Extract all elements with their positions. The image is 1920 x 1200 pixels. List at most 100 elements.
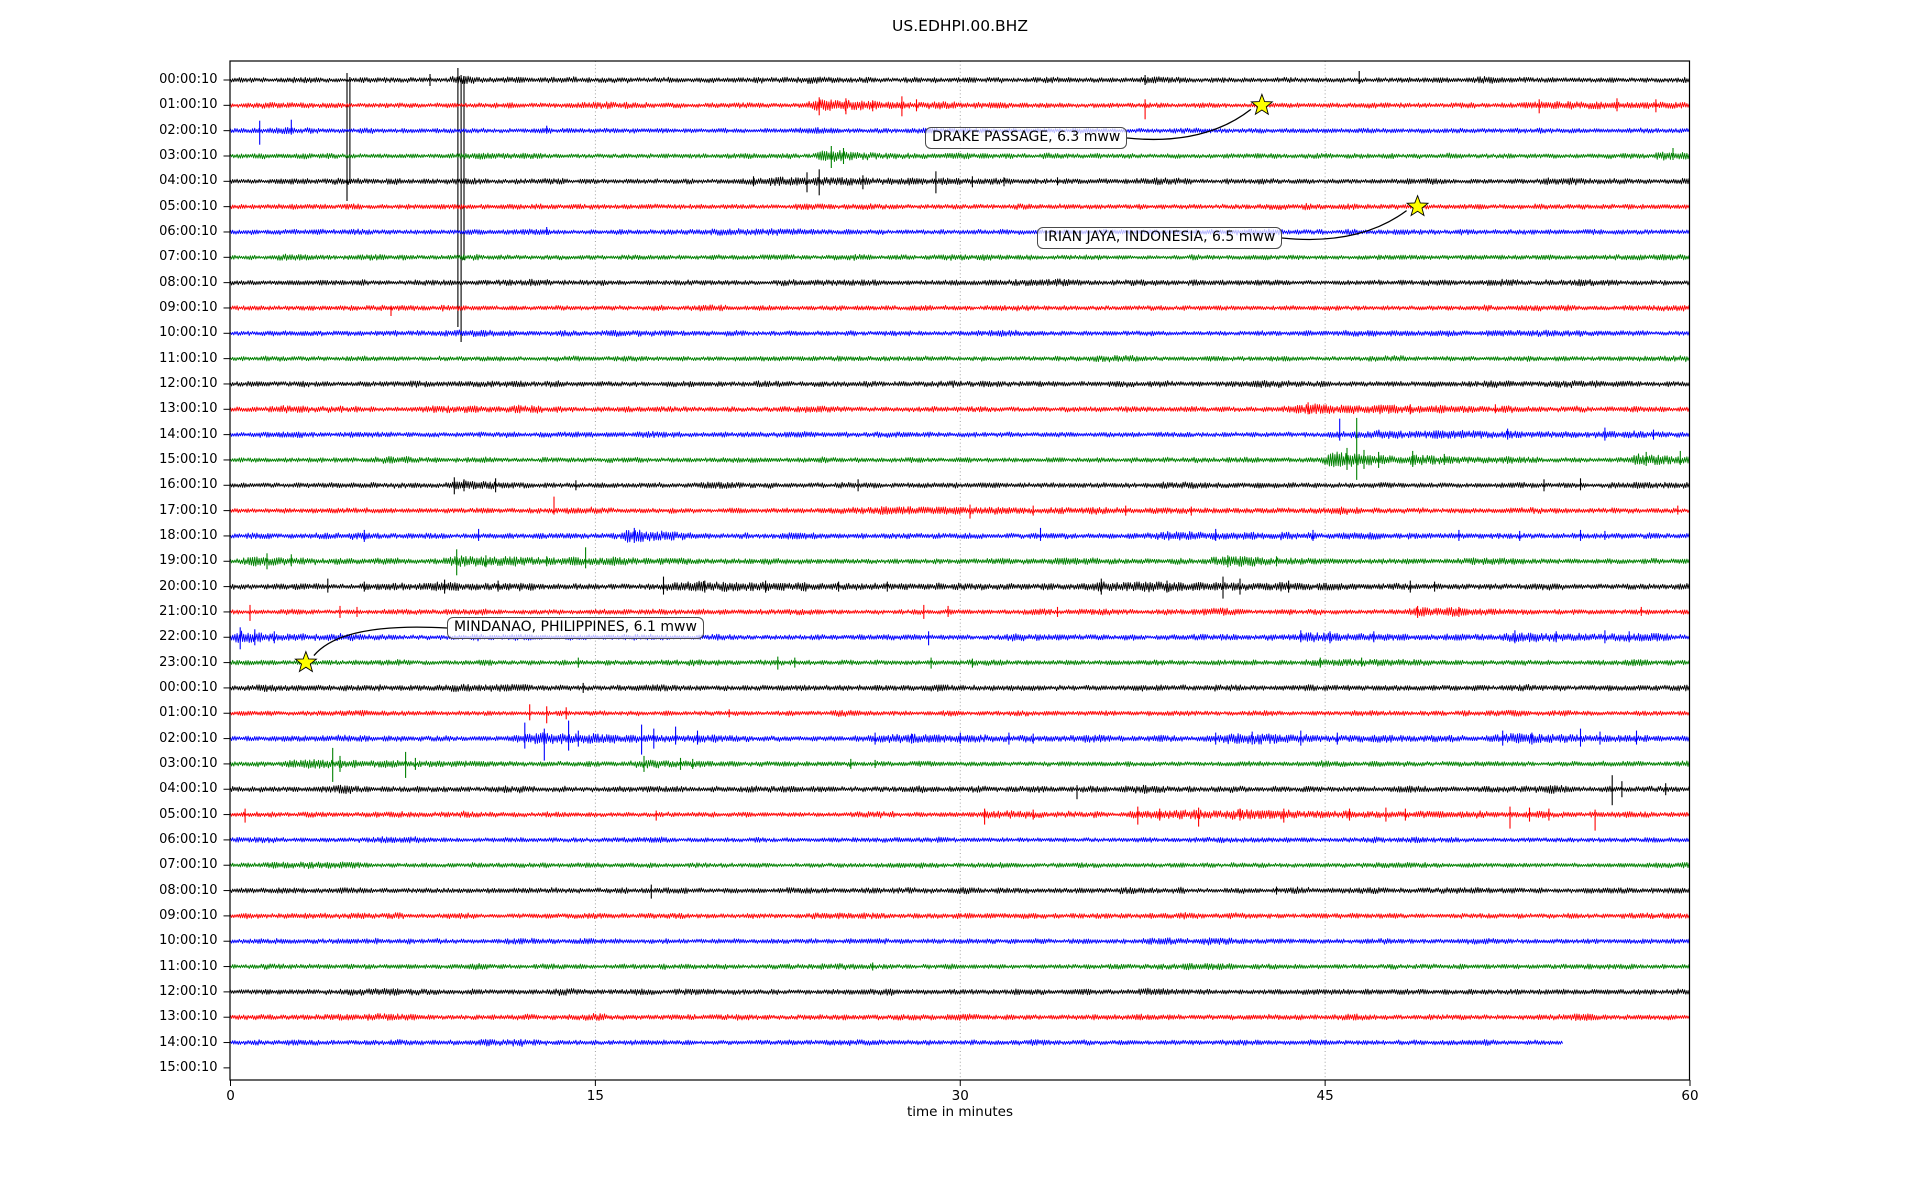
trace-row	[230, 656, 1690, 670]
y-tick-label: 04:00:10	[159, 781, 218, 797]
trace-row	[230, 329, 1690, 338]
y-tick-label: 12:00:10	[159, 983, 218, 999]
trace-row	[230, 987, 1690, 996]
y-tick-label: 10:00:10	[159, 933, 218, 949]
trace-waveform	[230, 1038, 1564, 1047]
trace-row	[230, 1038, 1564, 1047]
y-tick-label: 01:00:10	[159, 97, 218, 113]
trace-row	[230, 402, 1690, 415]
y-tick-label: 00:00:10	[159, 72, 218, 87]
x-tick-label: 60	[1681, 1088, 1699, 1104]
trace-row	[230, 937, 1690, 946]
x-tick-label: 45	[1316, 1088, 1334, 1104]
trace-row	[230, 912, 1690, 920]
trace-row	[230, 775, 1690, 806]
trace-waveform	[230, 1012, 1690, 1022]
trace-waveform	[230, 176, 1690, 186]
trace-row	[230, 747, 1690, 782]
trace-waveform	[230, 658, 1690, 667]
trace-waveform	[230, 380, 1690, 389]
y-tick-label: 13:00:10	[159, 1009, 218, 1025]
x-tick-label: 0	[226, 1088, 235, 1104]
trace-waveform	[230, 758, 1690, 769]
y-tick-label: 11:00:10	[159, 958, 218, 974]
trace-waveform	[230, 253, 1690, 261]
trace-waveform	[230, 429, 1690, 440]
trace-row	[230, 704, 1690, 724]
trace-waveform	[230, 99, 1690, 112]
trace-row	[230, 68, 1690, 342]
y-tick-label: 21:00:10	[159, 603, 218, 619]
y-tick-label: 20:00:10	[159, 578, 218, 594]
trace-row	[230, 604, 1690, 621]
trace-row	[230, 527, 1690, 543]
trace-row	[230, 380, 1690, 389]
y-tick-label: 07:00:10	[159, 857, 218, 873]
trace-row	[230, 682, 1690, 693]
trace-waveform	[230, 403, 1690, 415]
gridlines	[594, 61, 1326, 1080]
trace-row	[230, 496, 1690, 519]
x-axis-label: time in minutes	[906, 1104, 1014, 1120]
trace-waveform	[230, 451, 1690, 468]
trace-row	[230, 304, 1690, 316]
trace-waveform	[230, 784, 1690, 795]
trace-row	[230, 354, 1690, 363]
trace-waveform	[230, 630, 1690, 644]
trace-waveform	[230, 228, 1690, 236]
figure-title: US.EDHPI.00.BHZ	[892, 17, 1028, 35]
event-annotation-box: IRIAN JAYA, INDONESIA, 6.5 mww	[1037, 227, 1283, 249]
y-tick-label: 09:00:10	[159, 299, 218, 315]
trace-waveform	[230, 202, 1690, 211]
trace-row	[230, 884, 1690, 899]
plot-frame	[229, 60, 1691, 1081]
x-tick-label: 30	[951, 1088, 969, 1104]
trace-row	[230, 576, 1690, 599]
trace-waveform	[230, 329, 1690, 338]
y-tick-label: 15:00:10	[159, 1059, 218, 1075]
y-tick-label: 02:00:10	[159, 122, 218, 138]
trace-waveform	[230, 937, 1690, 946]
trace-waveform	[230, 580, 1690, 593]
trace-waveform	[230, 836, 1690, 844]
trace-row	[230, 627, 1690, 650]
y-tick-label: 14:00:10	[159, 1034, 218, 1050]
y-tick-label: 02:00:10	[159, 730, 218, 746]
y-tick-label: 05:00:10	[159, 198, 218, 214]
trace-waveform	[230, 480, 1690, 490]
y-tick-label: 18:00:10	[159, 527, 218, 543]
y-tick-label: 19:00:10	[159, 553, 218, 569]
traces	[230, 68, 1690, 1047]
trace-row	[230, 278, 1690, 287]
trace-row	[230, 169, 1690, 196]
y-tick-label: 15:00:10	[159, 451, 218, 467]
trace-row	[230, 477, 1690, 495]
trace-row	[230, 836, 1690, 844]
trace-row	[230, 253, 1690, 261]
y-tick-label: 08:00:10	[159, 882, 218, 898]
y-tick-label: 06:00:10	[159, 223, 218, 239]
trace-waveform	[230, 150, 1690, 163]
trace-waveform	[230, 886, 1690, 895]
y-tick-label: 12:00:10	[159, 375, 218, 391]
event-connector-line	[1126, 108, 1252, 141]
trace-waveform	[230, 529, 1690, 543]
y-tick-label: 22:00:10	[159, 629, 218, 645]
y-tick-label: 13:00:10	[159, 401, 218, 417]
trace-waveform	[230, 607, 1690, 617]
event-annotation-box: DRAKE PASSAGE, 6.3 mww	[925, 127, 1128, 149]
event-star-icon	[294, 650, 318, 673]
x-tick-label: 15	[586, 1088, 604, 1104]
trace-row	[230, 418, 1690, 441]
trace-waveform	[230, 304, 1690, 312]
y-tick-label: 11:00:10	[159, 350, 218, 366]
trace-row	[230, 96, 1690, 120]
y-tick-label: 05:00:10	[159, 806, 218, 822]
trace-row	[230, 202, 1690, 211]
trace-row	[230, 962, 1690, 971]
y-tick-label: 07:00:10	[159, 249, 218, 265]
trace-waveform	[230, 962, 1690, 971]
y-tick-label: 08:00:10	[159, 274, 218, 290]
